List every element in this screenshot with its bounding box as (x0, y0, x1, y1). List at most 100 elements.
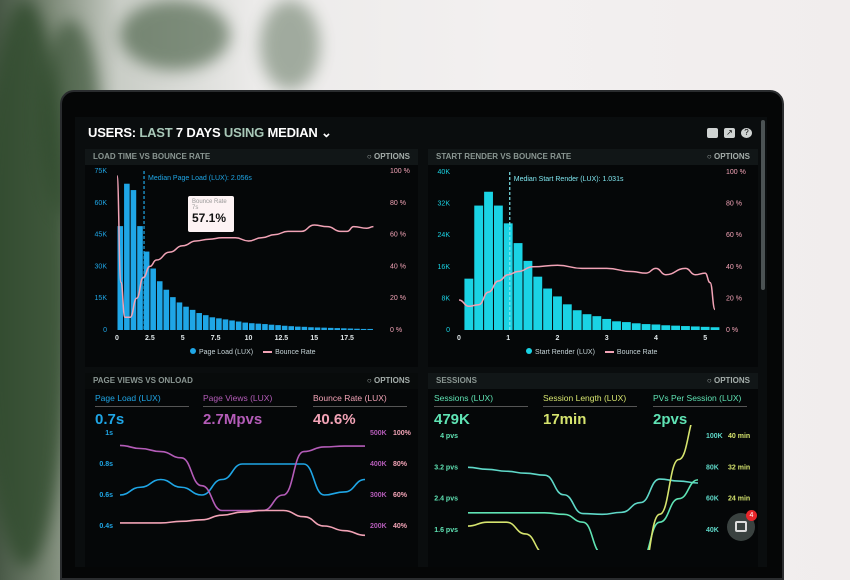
users-label: USERS: (88, 125, 136, 140)
bar (288, 326, 295, 330)
chat-icon (735, 521, 747, 532)
bar (710, 327, 720, 330)
y-tick-label: 16K (438, 264, 451, 271)
legend-item[interactable]: Start Render (LUX) (526, 348, 595, 356)
bar (130, 190, 137, 330)
scrollbar[interactable] (761, 120, 765, 290)
y3-tick-label: 60% (393, 492, 408, 499)
y2-tick-label: 100 % (390, 168, 410, 175)
y2-tick-label: 40K (706, 527, 719, 534)
bar (216, 318, 222, 330)
y2-tick-label: 200K (370, 523, 387, 530)
x-tick-label: 2 (556, 335, 560, 342)
help-icon[interactable]: ? (741, 128, 752, 138)
bar (562, 304, 572, 330)
monitor-icon[interactable] (707, 128, 718, 138)
bar (268, 324, 275, 330)
bounce-rate-line (116, 175, 374, 319)
bar (124, 183, 130, 330)
y2-tick-label: 0 % (390, 327, 402, 334)
bar (176, 302, 183, 330)
sessions-chart: 1.6 pvs 2.4 pvs 3.2 pvs 4 pvs 40K 60K 80K 100K 2… (434, 425, 750, 550)
bar (360, 328, 367, 330)
y-tick-label: 2.4 pvs (434, 496, 458, 503)
share-icon[interactable]: ↗ (724, 128, 735, 138)
x-tick-label: 17.5 (340, 335, 354, 342)
bar (484, 191, 493, 330)
series-line-bounce-rate-lux- (120, 509, 366, 537)
bar (661, 325, 671, 330)
x-tick-label: 2.5 (145, 335, 155, 342)
chevron-down-icon[interactable]: ⌄ (321, 125, 332, 140)
y2-tick-label: 20 % (390, 295, 406, 302)
y-tick-label: 4 pvs (440, 433, 458, 440)
y3-tick-label: 100% (393, 430, 412, 437)
bar (295, 326, 301, 330)
bar (249, 323, 255, 330)
bar (543, 288, 553, 330)
y-tick-label: 32K (438, 201, 451, 208)
x-tick-label: 10 (245, 335, 253, 342)
date-range-selector[interactable]: USERS: LAST 7 DAYS USING MEDIAN ⌄ (88, 125, 332, 141)
bar (533, 276, 543, 330)
bar (347, 328, 354, 330)
bar (553, 296, 562, 330)
y2-tick-label: 80 % (390, 200, 406, 207)
bar (209, 317, 216, 330)
bar (354, 328, 360, 330)
bar (262, 324, 268, 330)
y-tick-label: 0 (446, 327, 450, 334)
y2-tick-label: 400K (370, 461, 387, 468)
bar (523, 260, 533, 330)
bar (341, 328, 347, 330)
bar (651, 324, 661, 330)
y2-tick-label: 0 % (726, 327, 738, 334)
bar (582, 314, 592, 330)
options-button[interactable]: ○ OPTIONS (366, 376, 410, 385)
bar (503, 223, 513, 330)
panel-title: LOAD TIME VS BOUNCE RATE (93, 152, 211, 161)
y-tick-label: 15K (95, 295, 108, 302)
x-tick-label: 1 (506, 335, 510, 342)
days-value: 7 DAYS (175, 125, 221, 140)
y-tick-label: 40K (438, 169, 451, 176)
bar (671, 325, 681, 330)
bar (222, 319, 229, 330)
bar (367, 328, 373, 330)
legend-item[interactable]: Bounce Rate (604, 349, 657, 356)
series-line-session-length-lux- (467, 425, 692, 550)
y-tick-label: 1.6 pvs (434, 527, 458, 534)
bar (690, 326, 700, 330)
legend-item[interactable]: Page Load (LUX) (190, 348, 253, 356)
bar (631, 323, 641, 330)
x-tick-label: 4 (654, 335, 658, 342)
y2-tick-label: 60K (706, 496, 719, 503)
panel-title: PAGE VIEWS VS ONLOAD (93, 376, 193, 385)
bar (170, 297, 176, 330)
bar (602, 318, 612, 330)
options-button[interactable]: ○ OPTIONS (706, 376, 750, 385)
bar (281, 325, 288, 330)
options-button[interactable]: ○ OPTIONS (706, 152, 750, 161)
y2-tick-label: 60 % (390, 232, 406, 239)
y-tick-label: 0.6s (99, 492, 113, 499)
y2-tick-label: 40 % (726, 264, 742, 271)
y2-tick-label: 80 % (726, 201, 742, 208)
y2-tick-label: 40 % (390, 263, 406, 270)
y2-tick-label: 60 % (726, 232, 742, 239)
bar (572, 310, 582, 330)
x-tick-label: 0 (457, 335, 461, 342)
bar (474, 205, 484, 330)
bar (464, 278, 474, 330)
kpi-page-views: Page Views (LUX) 2.7Mpvs (203, 393, 297, 428)
bar (513, 243, 523, 330)
bar (196, 313, 202, 330)
options-button[interactable]: ○ OPTIONS (366, 152, 410, 161)
y2-tick-label: 100K (706, 433, 723, 440)
y-tick-label: 0.8s (99, 461, 113, 468)
legend-item[interactable]: Bounce Rate (263, 349, 316, 356)
y3-tick-label: 40% (393, 523, 408, 530)
y3-tick-label: 40 min (728, 433, 750, 440)
panel-sessions: SESSIONS ○ OPTIONS Sessions (LUX) 479K Ses… (428, 373, 758, 567)
bar (681, 326, 690, 330)
